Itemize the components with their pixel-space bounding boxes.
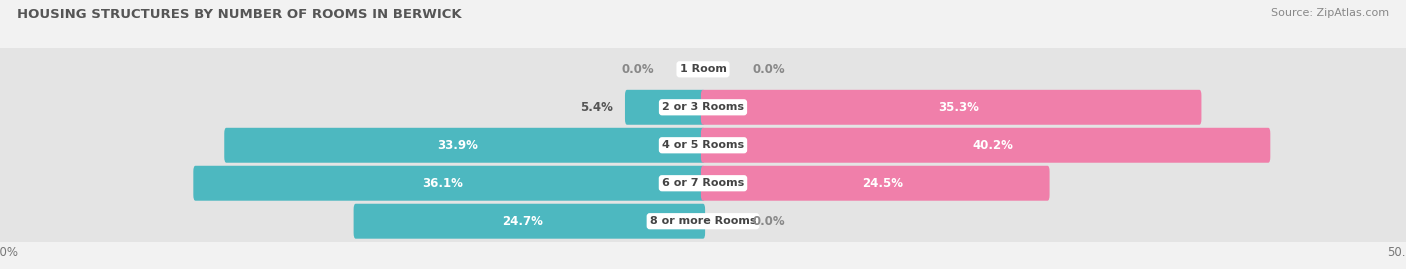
Text: 0.0%: 0.0% bbox=[752, 63, 785, 76]
Text: 0.0%: 0.0% bbox=[752, 215, 785, 228]
Text: 8 or more Rooms: 8 or more Rooms bbox=[650, 216, 756, 226]
FancyBboxPatch shape bbox=[624, 90, 706, 125]
Text: 24.5%: 24.5% bbox=[862, 177, 903, 190]
Text: HOUSING STRUCTURES BY NUMBER OF ROOMS IN BERWICK: HOUSING STRUCTURES BY NUMBER OF ROOMS IN… bbox=[17, 8, 461, 21]
Text: 35.3%: 35.3% bbox=[938, 101, 979, 114]
Text: 24.7%: 24.7% bbox=[502, 215, 543, 228]
FancyBboxPatch shape bbox=[700, 128, 1271, 163]
FancyBboxPatch shape bbox=[0, 198, 1406, 244]
Text: 36.1%: 36.1% bbox=[422, 177, 463, 190]
FancyBboxPatch shape bbox=[0, 46, 1406, 93]
Text: 0.0%: 0.0% bbox=[621, 63, 654, 76]
Text: 5.4%: 5.4% bbox=[581, 101, 613, 114]
Text: 2 or 3 Rooms: 2 or 3 Rooms bbox=[662, 102, 744, 112]
FancyBboxPatch shape bbox=[0, 122, 1406, 168]
Text: 33.9%: 33.9% bbox=[437, 139, 478, 152]
Text: 40.2%: 40.2% bbox=[972, 139, 1014, 152]
Text: 6 or 7 Rooms: 6 or 7 Rooms bbox=[662, 178, 744, 188]
FancyBboxPatch shape bbox=[194, 166, 704, 201]
Text: 1 Room: 1 Room bbox=[679, 64, 727, 74]
FancyBboxPatch shape bbox=[354, 204, 706, 239]
FancyBboxPatch shape bbox=[225, 128, 704, 163]
FancyBboxPatch shape bbox=[0, 160, 1406, 206]
Text: Source: ZipAtlas.com: Source: ZipAtlas.com bbox=[1271, 8, 1389, 18]
Legend: Owner-occupied, Renter-occupied: Owner-occupied, Renter-occupied bbox=[572, 268, 834, 269]
FancyBboxPatch shape bbox=[0, 84, 1406, 130]
FancyBboxPatch shape bbox=[700, 90, 1201, 125]
Text: 4 or 5 Rooms: 4 or 5 Rooms bbox=[662, 140, 744, 150]
FancyBboxPatch shape bbox=[700, 166, 1050, 201]
